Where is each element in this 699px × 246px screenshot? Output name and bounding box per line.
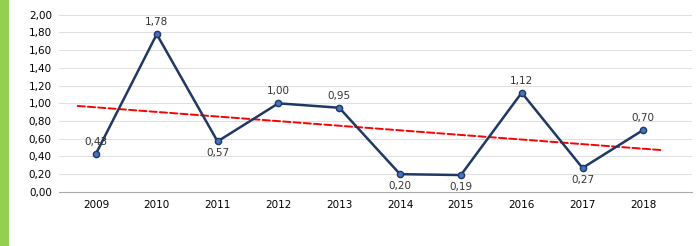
- Text: 1,00: 1,00: [267, 86, 290, 96]
- Text: 1,78: 1,78: [145, 17, 168, 27]
- Text: 0,43: 0,43: [85, 137, 108, 147]
- Text: 0,20: 0,20: [389, 181, 412, 191]
- Text: 1,12: 1,12: [510, 76, 533, 86]
- Text: 0,27: 0,27: [571, 175, 594, 185]
- Text: 0,57: 0,57: [206, 148, 229, 158]
- Text: 0,95: 0,95: [328, 91, 351, 101]
- Text: 0,70: 0,70: [632, 113, 655, 123]
- Text: 0,19: 0,19: [449, 182, 473, 192]
